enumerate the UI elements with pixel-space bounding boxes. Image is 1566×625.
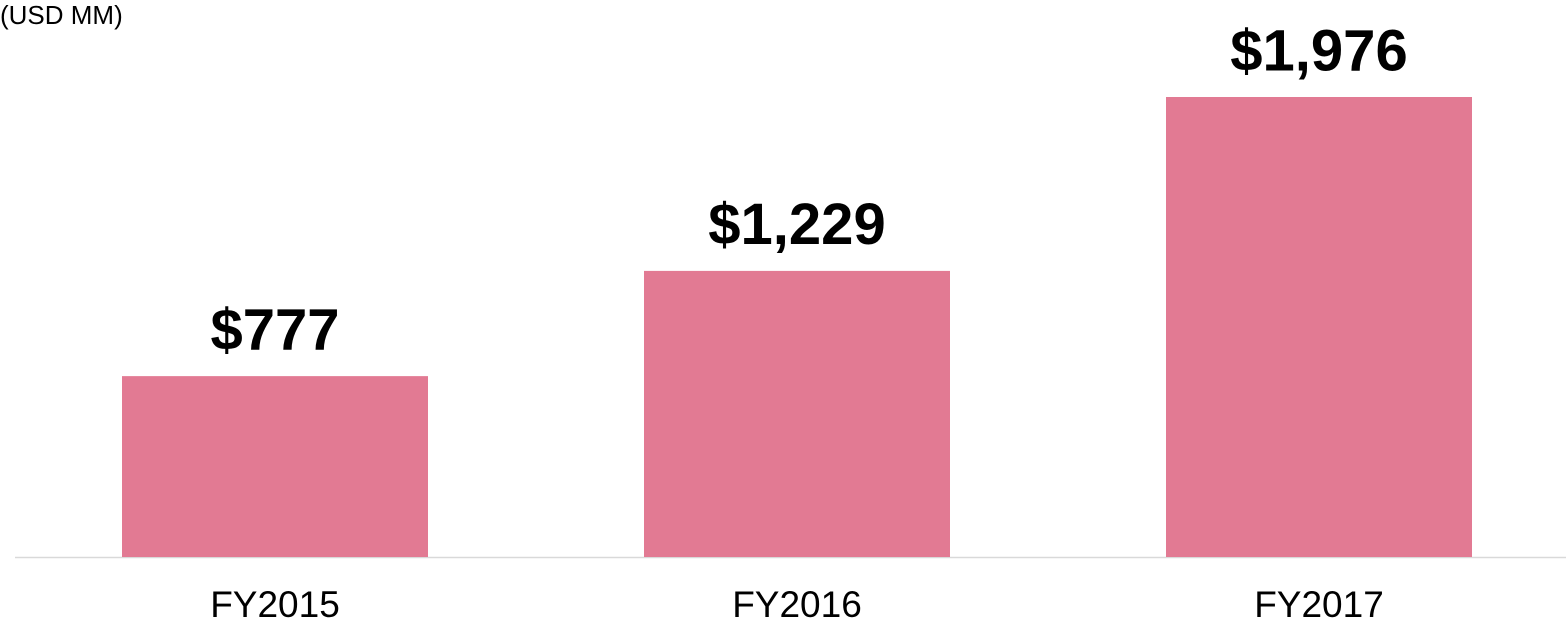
- x-tick-label: FY2016: [732, 584, 862, 625]
- data-label: $1,229: [708, 192, 885, 257]
- bar: [122, 376, 428, 557]
- data-label: $1,976: [1230, 18, 1407, 83]
- chart-subtitle: (USD MM): [0, 0, 123, 30]
- x-tick-label: FY2017: [1254, 584, 1384, 625]
- bar: [644, 270, 950, 557]
- x-tick-label: FY2015: [210, 584, 340, 625]
- data-label: $777: [210, 297, 339, 362]
- bar: [1166, 97, 1472, 557]
